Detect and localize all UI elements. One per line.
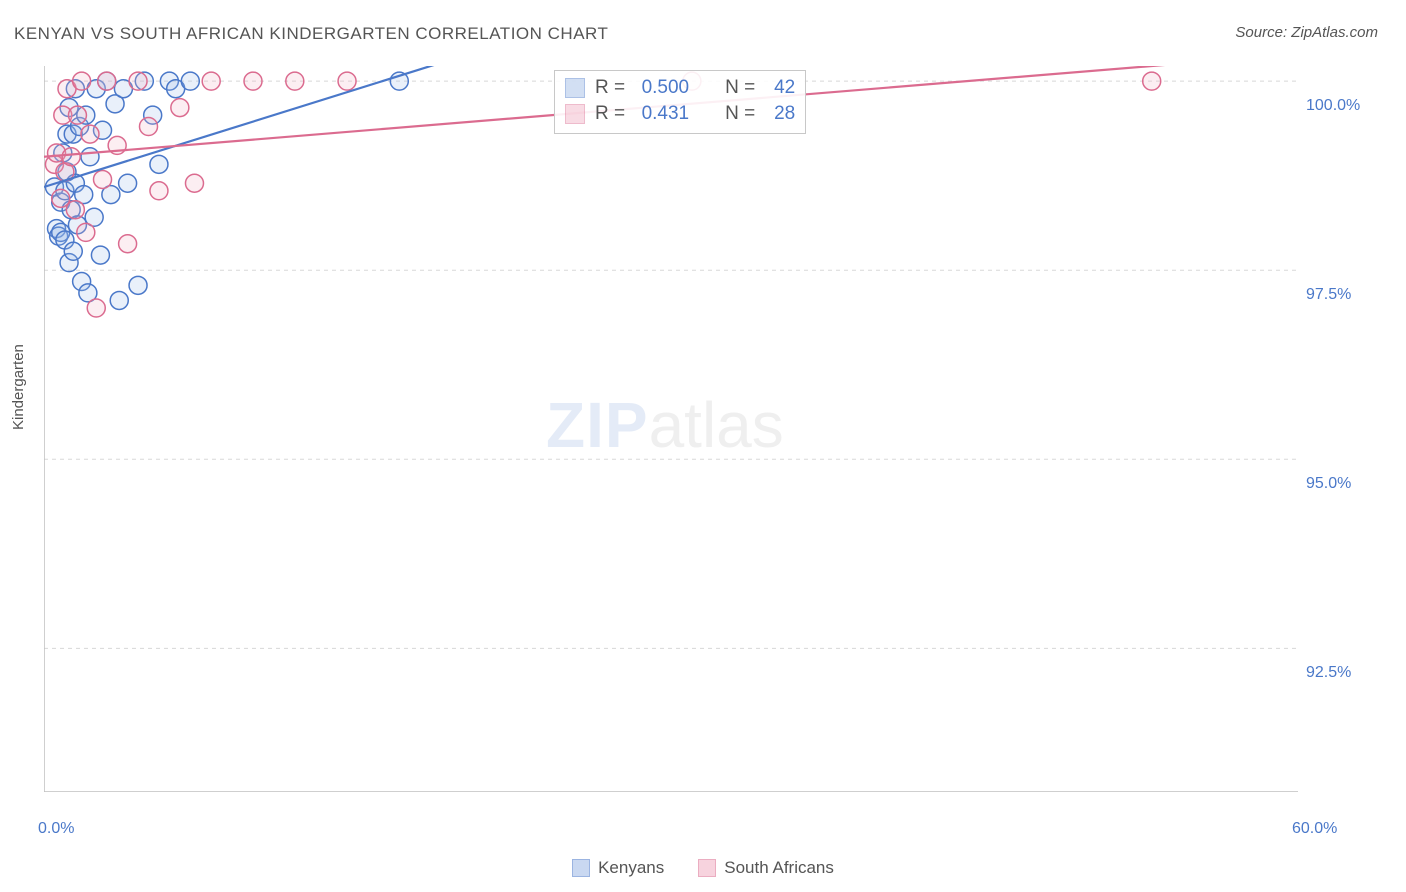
legend-label-south-africans: South Africans: [724, 858, 834, 878]
stats-row: R =0.431N =28: [565, 101, 795, 127]
legend-item-kenyans: Kenyans: [572, 858, 664, 878]
y-tick-label: 100.0%: [1306, 97, 1360, 115]
y-tick-label: 97.5%: [1306, 286, 1351, 304]
scatter-svg: [44, 66, 1298, 792]
stats-row: R =0.500N =42: [565, 75, 795, 101]
legend-item-south-africans: South Africans: [698, 858, 834, 878]
x-tick-label: 0.0%: [38, 820, 74, 838]
legend: Kenyans South Africans: [0, 858, 1406, 878]
source-credit: Source: ZipAtlas.com: [1235, 24, 1378, 41]
chart-root: KENYAN VS SOUTH AFRICAN KINDERGARTEN COR…: [0, 0, 1406, 892]
plot-area: [44, 66, 1298, 792]
chart-title: KENYAN VS SOUTH AFRICAN KINDERGARTEN COR…: [14, 24, 608, 44]
y-tick-label: 95.0%: [1306, 475, 1351, 493]
legend-swatch-south-africans: [698, 859, 716, 877]
y-axis-label: Kindergarten: [10, 344, 27, 430]
stats-swatch: [565, 78, 585, 98]
stats-box: R =0.500N =42R =0.431N =28: [554, 70, 806, 134]
stats-swatch: [565, 104, 585, 124]
legend-swatch-kenyans: [572, 859, 590, 877]
source-link[interactable]: ZipAtlas.com: [1291, 24, 1378, 41]
y-tick-label: 92.5%: [1306, 664, 1351, 682]
legend-label-kenyans: Kenyans: [598, 858, 664, 878]
x-tick-label: 60.0%: [1292, 820, 1337, 838]
source-prefix: Source:: [1235, 24, 1291, 41]
